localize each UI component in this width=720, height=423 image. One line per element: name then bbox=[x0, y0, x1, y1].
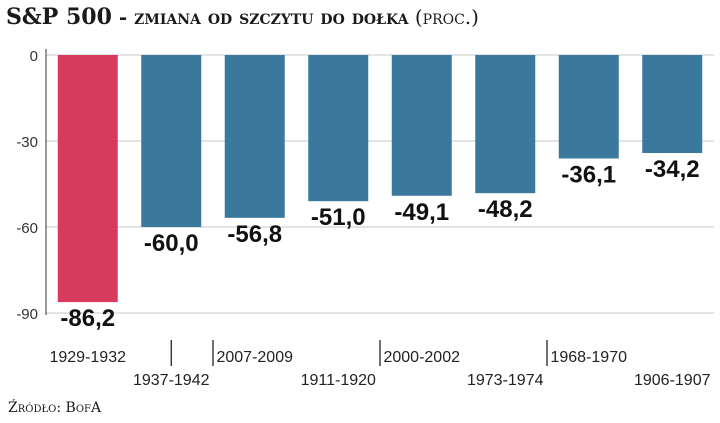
title-dash: - bbox=[111, 5, 135, 29]
value-label: -56,8 bbox=[227, 221, 282, 248]
value-label: -48,2 bbox=[478, 196, 533, 223]
bar bbox=[642, 55, 703, 154]
bar bbox=[558, 55, 619, 159]
bar bbox=[308, 55, 369, 202]
y-tick-label: -30 bbox=[16, 134, 38, 151]
x-tick-label: 1937-1942 bbox=[133, 372, 210, 389]
bar bbox=[57, 55, 118, 303]
bar bbox=[224, 55, 285, 218]
value-label: -60,0 bbox=[144, 230, 199, 257]
value-label: -49,1 bbox=[394, 199, 449, 226]
bar bbox=[141, 55, 202, 227]
y-tick-label: -90 bbox=[16, 306, 38, 323]
y-tick-label: 0 bbox=[30, 48, 38, 65]
bar bbox=[391, 55, 452, 196]
x-tick-label: 1973-1974 bbox=[467, 372, 544, 389]
title-main: S&P 500 bbox=[6, 4, 112, 30]
chart-title: S&P 500 - zmiana od szczytu do dołka (pr… bbox=[6, 4, 479, 30]
x-tick-label: 1911-1920 bbox=[301, 372, 376, 389]
source-note: Źródło: BofA bbox=[8, 400, 102, 416]
title-subtitle: zmiana od szczytu do dołka bbox=[134, 5, 409, 29]
bar bbox=[475, 55, 536, 194]
value-label: -36,1 bbox=[561, 161, 616, 188]
x-tick-label: 2000-2002 bbox=[383, 349, 460, 366]
x-tick-label: 1968-1970 bbox=[550, 349, 627, 366]
value-label: -86,2 bbox=[60, 305, 115, 332]
value-label: -34,2 bbox=[645, 156, 700, 183]
x-tick-label: 1906-1907 bbox=[634, 372, 711, 389]
title-unit: (proc.) bbox=[408, 5, 479, 29]
y-tick-label: -60 bbox=[16, 220, 38, 237]
x-tick-label: 1929-1932 bbox=[49, 349, 126, 366]
x-tick-label: 2007-2009 bbox=[216, 349, 293, 366]
value-label: -51,0 bbox=[311, 204, 366, 231]
